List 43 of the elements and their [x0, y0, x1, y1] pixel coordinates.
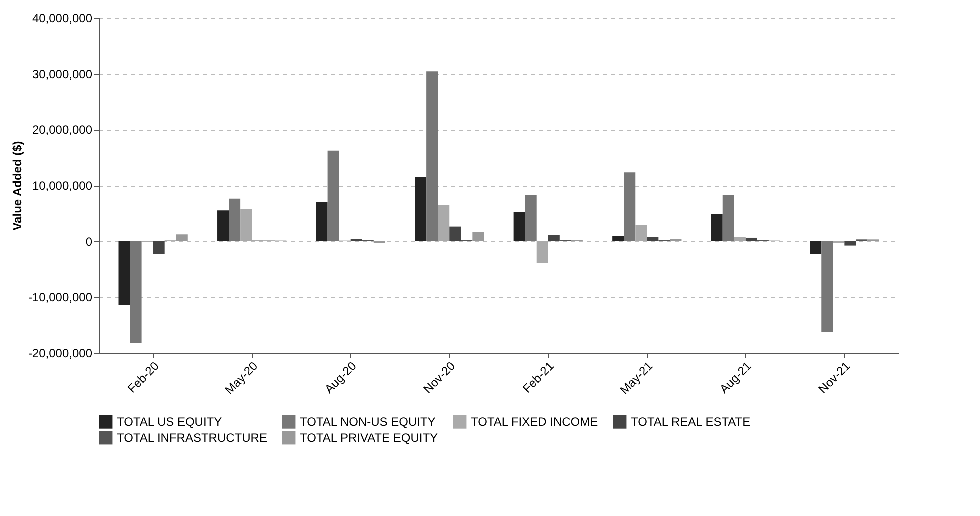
bar [240, 208, 252, 242]
bar [118, 241, 130, 306]
y-tick-label: -10,000,000 [28, 290, 93, 305]
bar [711, 214, 723, 242]
y-tick-label: 30,000,000 [32, 67, 93, 82]
legend-label: TOTAL INFRASTRUCTURE [117, 431, 268, 445]
bar [722, 194, 734, 242]
bar [514, 212, 526, 242]
y-tick-label: 40,000,000 [32, 12, 93, 26]
bar [229, 198, 241, 242]
bar [548, 235, 560, 242]
bar [328, 150, 340, 242]
bar [415, 177, 427, 242]
bar [636, 225, 648, 242]
bar [822, 241, 834, 332]
y-tick-label: 0 [86, 234, 93, 249]
bar [844, 241, 856, 246]
bar [536, 241, 548, 264]
bar [472, 232, 484, 242]
bar [612, 236, 624, 242]
bar [647, 237, 659, 242]
bar [746, 238, 758, 242]
bar [316, 202, 328, 242]
legend-label: TOTAL REAL ESTATE [631, 415, 751, 430]
bar [525, 194, 537, 242]
y-tick-label: 20,000,000 [32, 123, 93, 138]
legend-label: TOTAL NON-US EQUITY [300, 415, 436, 430]
y-tick-label: -20,000,000 [28, 346, 93, 360]
bar [624, 172, 636, 242]
bar [426, 72, 438, 242]
bar [153, 241, 165, 254]
legend-label: TOTAL FIXED INCOME [471, 415, 598, 430]
y-axis-title: Value Added ($) [10, 141, 24, 231]
bar [438, 205, 450, 242]
bar [130, 241, 142, 343]
legend-label: TOTAL PRIVATE EQUITY [300, 431, 438, 445]
bar [176, 234, 188, 242]
bar [810, 241, 822, 254]
legend-label: TOTAL US EQUITY [117, 415, 222, 430]
y-tick-label: 10,000,000 [32, 179, 93, 193]
bar [450, 226, 462, 242]
bar [734, 237, 746, 242]
bar [218, 210, 230, 242]
